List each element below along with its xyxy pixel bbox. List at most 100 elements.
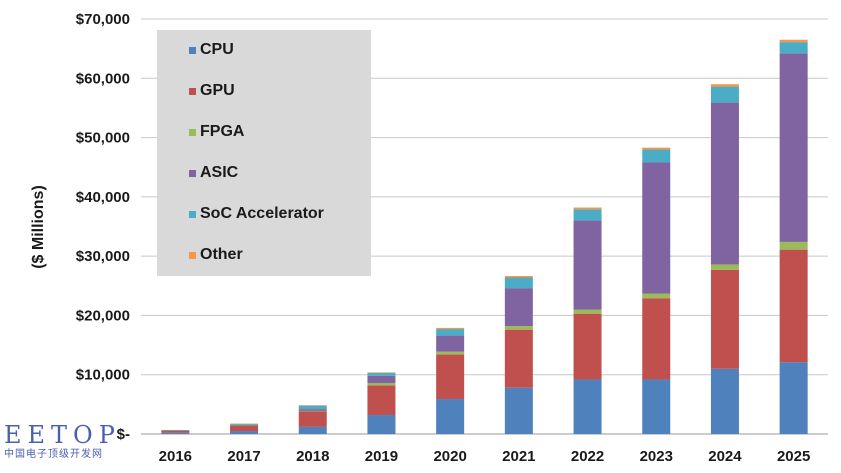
bar-segment-other-2024 [710,84,739,87]
y-axis-ticks: $- $10,000 $20,000 $30,000 $40,000 $50,000 $60… [76,11,130,443]
bar-segment-other-2022 [573,207,602,210]
legend-swatch [189,46,196,54]
legend-label: CPU [200,41,234,58]
bar-segment-soc-accelerator-2021 [504,277,533,289]
bar-segment-asic-2023 [642,162,671,294]
bar-segment-asic-2025 [779,53,808,242]
bar-segment-gpu-2018 [298,411,327,427]
bar-segment-other-2025 [779,39,808,43]
bar-segment-cpu-2020 [436,399,465,434]
legend-item-soc-accelerator: SoC Accelerator [189,203,324,225]
legend: CPU GPU FPGA ASIC SoC Accelerator Other [157,30,371,276]
bar-segment-soc-accelerator-2025 [779,42,808,54]
bar-segment-other-2018 [298,405,327,406]
bar-segment-cpu-2024 [710,368,739,434]
bar-segment-cpu-2023 [642,379,671,434]
legend-item-gpu: GPU [189,80,235,102]
y-tick-label: $40,000 [76,189,130,206]
legend-label: GPU [200,82,235,99]
bar-segment-cpu-2021 [504,387,533,434]
watermark-subtitle: 中国电子顶级开发网 [4,449,103,460]
legend-swatch [189,87,196,95]
watermark: EETOP 中国电子顶级开发网 [4,422,121,461]
bar-segment-other-2017 [230,423,259,425]
bar-segment-asic-2020 [436,335,465,352]
bar-segment-soc-accelerator-2023 [642,149,671,163]
legend-label: ASIC [200,164,239,181]
bar-segment-fpga-2018 [298,410,327,412]
bar-segment-gpu-2019 [367,385,396,416]
bar-segment-soc-accelerator-2022 [573,209,602,221]
legend-swatch [189,169,196,177]
legend-item-other: Other [189,244,243,266]
bar-segment-cpu-2022 [573,379,602,434]
x-tick-label: 2023 [640,448,673,465]
x-tick-label: 2017 [227,448,260,465]
watermark-logo: EETOP [4,421,121,449]
x-tick-label: 2018 [296,448,329,465]
legend-label: Other [200,246,243,263]
x-axis-ticks: 2016 2017 2018 2019 2020 2021 2022 2023 2024 2025 [159,448,811,465]
bar-segment-cpu-2018 [298,426,327,434]
x-tick-label: 2024 [708,448,742,465]
bar-segment-soc-accelerator-2024 [710,86,739,103]
bar-segment-gpu-2025 [779,249,808,363]
bar-segment-fpga-2023 [642,293,671,299]
bar-segment-gpu-2017 [230,425,259,432]
x-tick-label: 2020 [433,448,466,465]
bar-segment-fpga-2020 [436,351,465,355]
legend-swatch [189,251,196,259]
bar-segment-fpga-2022 [573,309,602,314]
bar-segment-soc-accelerator-2019 [367,372,396,376]
bar-segment-gpu-2024 [710,269,739,369]
legend-item-fpga: FPGA [189,121,244,143]
y-tick-label: $- [117,426,130,443]
legend-label: FPGA [200,123,245,140]
bar-segment-fpga-2025 [779,241,808,250]
legend-swatch [189,210,196,218]
bar-segment-fpga-2024 [710,264,739,270]
y-axis-label: ($ Millions) [30,185,47,269]
legend-item-cpu: CPU [189,39,234,61]
bar-segment-fpga-2017 [230,425,259,427]
bar-segment-asic-2019 [367,375,396,384]
legend-swatch [189,128,196,136]
bar-segment-asic-2018 [298,409,327,411]
y-tick-label: $10,000 [76,367,130,384]
bar-segment-fpga-2019 [367,383,396,386]
x-tick-label: 2025 [777,448,810,465]
x-tick-label: 2021 [502,448,535,465]
bar-segment-cpu-2019 [367,415,396,434]
bar-segment-asic-2024 [710,102,739,265]
bar-segment-other-2023 [642,147,671,150]
y-tick-label: $70,000 [76,11,130,28]
bar-segment-soc-accelerator-2016 [161,430,190,431]
y-tick-label: $30,000 [76,248,130,265]
bar-segment-asic-2021 [504,288,533,327]
bar-segment-other-2020 [436,327,465,330]
bar-segment-soc-accelerator-2018 [298,405,327,410]
x-tick-label: 2019 [365,448,398,465]
bar-segment-gpu-2020 [436,354,465,400]
bar-segment-fpga-2021 [504,326,533,330]
x-tick-label: 2016 [159,448,192,465]
bar-segment-cpu-2017 [230,431,259,434]
bar-segment-asic-2022 [573,220,602,310]
x-tick-label: 2022 [571,448,604,465]
bar-segment-cpu-2016 [161,432,190,434]
bar-segment-soc-accelerator-2017 [230,423,259,425]
bar-segment-cpu-2025 [779,362,808,434]
legend-label: SoC Accelerator [200,205,324,222]
y-tick-label: $50,000 [76,130,130,147]
y-tick-label: $60,000 [76,70,130,87]
bar-segment-other-2019 [367,372,396,373]
bar-segment-gpu-2022 [573,313,602,380]
bar-segment-gpu-2021 [504,329,533,388]
legend-item-asic: ASIC [189,162,238,184]
bar-segment-asic-2017 [230,424,259,426]
bar-segment-gpu-2023 [642,298,671,380]
bar-segment-gpu-2016 [161,430,190,433]
bar-segment-soc-accelerator-2020 [436,329,465,336]
bars [161,39,808,434]
